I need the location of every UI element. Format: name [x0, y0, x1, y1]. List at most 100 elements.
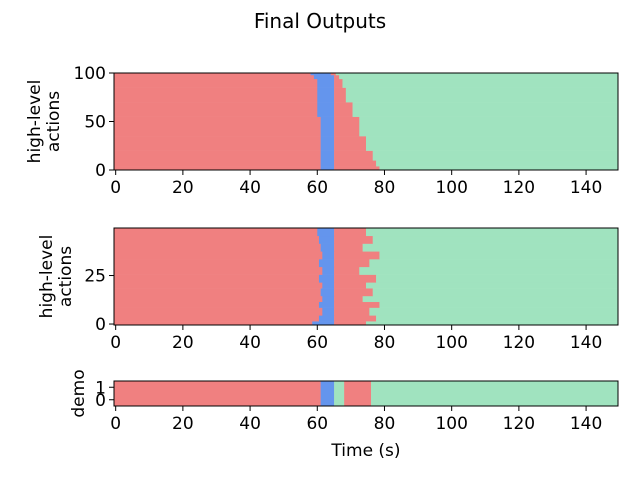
middle-cell-red: [114, 274, 320, 283]
top-cell-green: [376, 160, 619, 167]
top-cell-blue: [320, 116, 335, 137]
middle-cell-green: [366, 321, 619, 326]
panels: 0 20 40 60 80 100 120 140050100high-levelaction…: [25, 64, 619, 434]
middle-cell-blue: [322, 251, 335, 260]
bottom-y-axis-label-line: demo: [69, 369, 89, 417]
figure-title: Final Outputs: [254, 9, 386, 33]
top-cell-red: [114, 87, 318, 103]
middle-cell-blue: [312, 321, 335, 326]
middle-cell-red: [334, 274, 377, 283]
middle-cell-red: [114, 282, 323, 289]
top-cell-red: [334, 160, 377, 167]
top-cell-red: [114, 116, 321, 137]
middle-cell-red: [114, 295, 323, 303]
middle-cell-red: [334, 295, 363, 303]
top-xtick-label: 40: [239, 178, 261, 198]
top-xtick-label: 120: [503, 178, 535, 198]
middle-xtick-label: 0: [110, 333, 121, 353]
middle-cell-blue: [322, 282, 335, 289]
middle-cell-red: [114, 307, 323, 316]
middle-cell-red: [114, 288, 321, 297]
middle-xtick-label: 100: [435, 333, 467, 353]
middle-cell-red: [114, 301, 320, 308]
middle-cell-green: [379, 251, 619, 260]
top-cell-red: [334, 87, 347, 103]
top-cell-blue: [317, 102, 335, 117]
middle-xtick-label: 40: [239, 333, 261, 353]
middle-cell-red: [334, 321, 367, 326]
bottom-xtick-label: 120: [503, 414, 535, 434]
top-y-axis-label-line: high-level: [25, 80, 45, 164]
bottom-cell-red: [344, 381, 372, 407]
bottom-xtick-label: 140: [570, 414, 602, 434]
bottom-cell-green: [334, 381, 345, 407]
top-cell-red: [334, 166, 380, 171]
middle-cell-green: [376, 315, 619, 322]
top-cell-blue: [317, 87, 335, 103]
top-cell-red: [334, 102, 353, 117]
middle-cell-green: [359, 266, 619, 275]
middle-cell-red: [114, 315, 320, 322]
top-cell-green: [345, 87, 619, 103]
middle-y-axis-label-line: high-level: [37, 235, 57, 319]
bottom-panel: 0 20 40 60 80 100 120 140 01 demo: [69, 369, 619, 434]
bottom-xtick-label: 40: [239, 414, 261, 434]
top-cell-red: [114, 102, 318, 117]
middle-cell-blue: [318, 235, 335, 244]
middle-cell-blue: [322, 307, 335, 316]
top-xtick-label: 100: [435, 178, 467, 198]
top-panel: 0 20 40 60 80 100 120 140 0 50 100 high-levelaction…: [25, 64, 619, 198]
top-xtick-label: 0: [110, 178, 121, 198]
bottom-xtick-label: 80: [374, 414, 396, 434]
bottom-cell-red: [114, 381, 321, 407]
middle-cell-red: [334, 251, 380, 260]
middle-cell-blue: [320, 243, 335, 252]
middle-panel: 0 20 40 60 80 100 120 140 0 25 high-levelactions: [37, 227, 619, 353]
middle-xtick-label: 60: [306, 333, 328, 353]
top-cell-red: [334, 74, 340, 80]
top-xtick-label: 20: [172, 178, 194, 198]
middle-cell-green: [369, 307, 619, 316]
top-cell-red: [334, 150, 374, 161]
bottom-xtick-label: 20: [172, 414, 194, 434]
middle-cell-blue: [318, 274, 335, 283]
top-cell-red: [334, 136, 367, 151]
middle-cell-green: [362, 243, 619, 252]
middle-cell-red: [114, 243, 321, 252]
top-cell-green: [372, 150, 619, 161]
middle-cell-green: [376, 274, 619, 283]
middle-cell-green: [372, 288, 619, 297]
top-cell-red: [114, 160, 321, 167]
top-cell-red: [114, 166, 321, 171]
middle-cell-blue: [318, 315, 335, 322]
bottom-axes-frame: [113, 380, 619, 407]
middle-cell-red: [334, 259, 370, 268]
middle-cell-blue: [318, 259, 335, 268]
middle-cell-green: [362, 295, 619, 303]
top-cell-red: [114, 74, 315, 80]
top-ytick-label: 100: [74, 64, 106, 84]
top-cell-red: [114, 78, 318, 88]
middle-xtick-label: 80: [374, 333, 396, 353]
middle-xtick-label: 140: [570, 333, 602, 353]
middle-cell-green: [366, 282, 619, 289]
middle-cell-green: [366, 228, 619, 237]
middle-cell-red: [334, 301, 380, 308]
top-ytick-label: 50: [84, 113, 106, 133]
middle-ytick-label: 0: [95, 315, 106, 335]
top-cell-green: [379, 166, 619, 171]
middle-cell-blue: [320, 288, 335, 297]
bottom-cell-blue: [320, 381, 335, 407]
middle-cell-red: [334, 243, 363, 252]
middle-xtick-label: 120: [503, 333, 535, 353]
top-cell-red: [330, 73, 337, 76]
middle-cell-red: [114, 235, 320, 244]
middle-cell-red: [334, 228, 367, 237]
middle-cell-red: [334, 266, 360, 275]
top-cell-green: [359, 116, 619, 137]
top-cell-red: [114, 136, 321, 151]
bottom-cell-green: [371, 381, 619, 407]
middle-cell-green: [369, 259, 619, 268]
middle-y-axis-label-line: actions: [56, 246, 76, 307]
